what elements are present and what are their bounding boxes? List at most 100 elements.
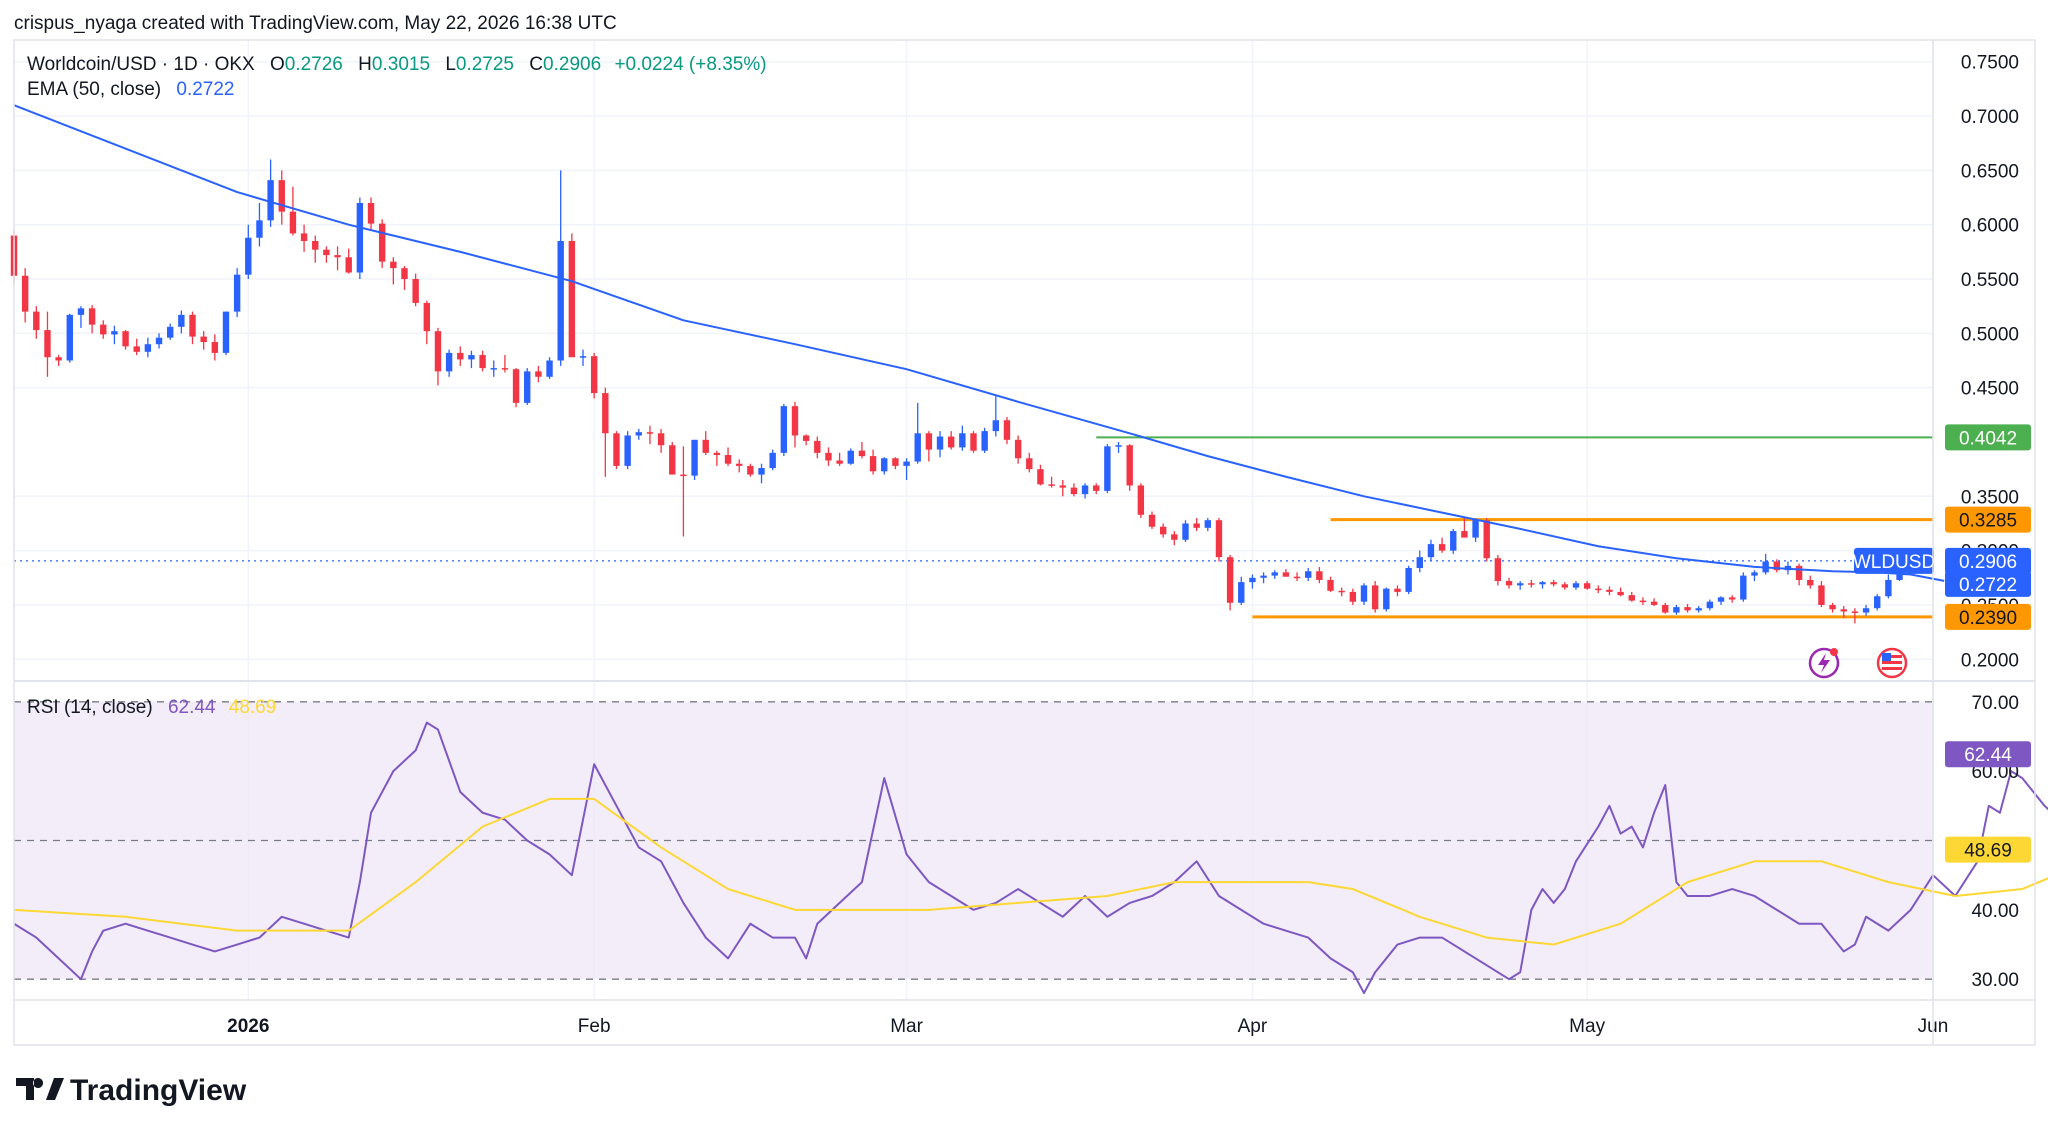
candle[interactable] [892, 457, 899, 470]
candle[interactable] [211, 334, 219, 361]
candle[interactable] [1126, 444, 1133, 491]
candle[interactable] [1171, 531, 1178, 546]
candle[interactable] [479, 350, 486, 372]
candle[interactable] [245, 224, 252, 280]
candle[interactable] [1427, 539, 1435, 562]
candle[interactable] [1059, 480, 1066, 497]
candle[interactable] [1762, 553, 1769, 575]
candle[interactable] [1070, 483, 1078, 497]
candle[interactable] [1628, 591, 1635, 602]
candle[interactable] [780, 403, 788, 457]
lightning-icon[interactable] [1808, 647, 1840, 679]
candle[interactable] [646, 425, 654, 445]
candle[interactable] [490, 360, 497, 377]
candle[interactable] [1159, 523, 1167, 538]
candle[interactable] [66, 313, 73, 363]
candle[interactable] [602, 387, 609, 477]
legend-symbol[interactable]: Worldcoin/USD · 1D · OKX [27, 54, 255, 75]
candle[interactable] [33, 306, 40, 339]
candle[interactable] [724, 447, 732, 466]
candle[interactable] [1215, 518, 1223, 562]
candle[interactable] [557, 170, 564, 366]
candle[interactable] [1137, 483, 1145, 519]
candle[interactable] [390, 257, 397, 285]
candle[interactable] [1405, 565, 1412, 595]
candle[interactable] [1238, 576, 1245, 605]
candle[interactable] [423, 300, 431, 345]
candle[interactable] [1182, 520, 1189, 542]
candle[interactable] [1561, 582, 1569, 590]
candle[interactable] [1383, 587, 1390, 612]
candle[interactable] [334, 246, 341, 271]
candle[interactable] [144, 337, 152, 358]
candle[interactable] [189, 311, 196, 345]
candle[interactable] [378, 219, 386, 269]
candle[interactable] [256, 202, 263, 247]
candle[interactable] [1550, 579, 1557, 587]
candle[interactable] [713, 450, 721, 466]
candle[interactable] [412, 273, 419, 307]
candle[interactable] [1316, 566, 1323, 584]
candle[interactable] [1394, 585, 1401, 597]
candle[interactable] [1773, 559, 1781, 573]
legend-rsi[interactable]: RSI (14, close) 62.44 48.69 [27, 697, 276, 718]
candle[interactable] [1472, 518, 1479, 542]
candle[interactable] [133, 338, 140, 356]
candle[interactable] [624, 431, 631, 470]
candle[interactable] [1829, 602, 1836, 613]
candle[interactable] [1349, 588, 1357, 605]
candle[interactable] [44, 311, 51, 377]
tradingview-logo[interactable]: TradingView [16, 1074, 247, 1107]
candle[interactable] [1148, 511, 1156, 529]
candle[interactable] [111, 325, 118, 345]
candle[interactable] [1740, 572, 1747, 602]
candle[interactable] [736, 459, 743, 473]
candle[interactable] [1438, 537, 1446, 553]
candle[interactable] [1037, 464, 1044, 486]
candle[interactable] [590, 352, 598, 399]
candle[interactable] [155, 333, 163, 349]
candle[interactable] [1260, 572, 1267, 584]
candle[interactable] [947, 431, 955, 450]
candle[interactable] [1795, 563, 1803, 586]
candle[interactable] [524, 368, 531, 406]
candle[interactable] [512, 368, 520, 408]
candle[interactable] [635, 428, 642, 440]
candle[interactable] [836, 452, 843, 466]
candle[interactable] [1081, 483, 1089, 499]
candle[interactable] [747, 463, 754, 477]
candle[interactable] [1494, 554, 1502, 586]
candle[interactable] [981, 427, 988, 453]
candle[interactable] [1271, 570, 1278, 579]
candle[interactable] [579, 349, 587, 366]
candle[interactable] [1450, 528, 1457, 554]
candle[interactable] [802, 434, 810, 446]
candle[interactable] [847, 448, 854, 465]
candle[interactable] [769, 449, 776, 471]
legend-ema[interactable]: EMA (50, close) 0.2722 [27, 79, 235, 100]
candle[interactable] [457, 346, 464, 366]
candle[interactable] [401, 265, 408, 290]
candle[interactable] [1583, 581, 1591, 590]
candle[interactable] [356, 197, 364, 280]
candle[interactable] [312, 235, 319, 263]
candle[interactable] [702, 431, 709, 456]
candle[interactable] [936, 431, 944, 458]
candle[interactable] [77, 306, 85, 328]
candle[interactable] [278, 170, 285, 225]
candle[interactable] [691, 439, 698, 481]
candle[interactable] [122, 330, 129, 350]
candle[interactable] [1516, 581, 1524, 590]
candle[interactable] [1706, 599, 1714, 611]
candle[interactable] [546, 357, 553, 379]
candle[interactable] [345, 248, 352, 274]
candle[interactable] [1305, 568, 1312, 582]
candle[interactable] [200, 331, 207, 350]
candle[interactable] [1851, 608, 1859, 624]
candle[interactable] [1003, 416, 1011, 445]
candle[interactable] [501, 355, 509, 373]
candle[interactable] [758, 463, 765, 484]
candle[interactable] [1639, 597, 1647, 605]
candle[interactable] [1606, 586, 1613, 596]
candle[interactable] [323, 246, 330, 263]
